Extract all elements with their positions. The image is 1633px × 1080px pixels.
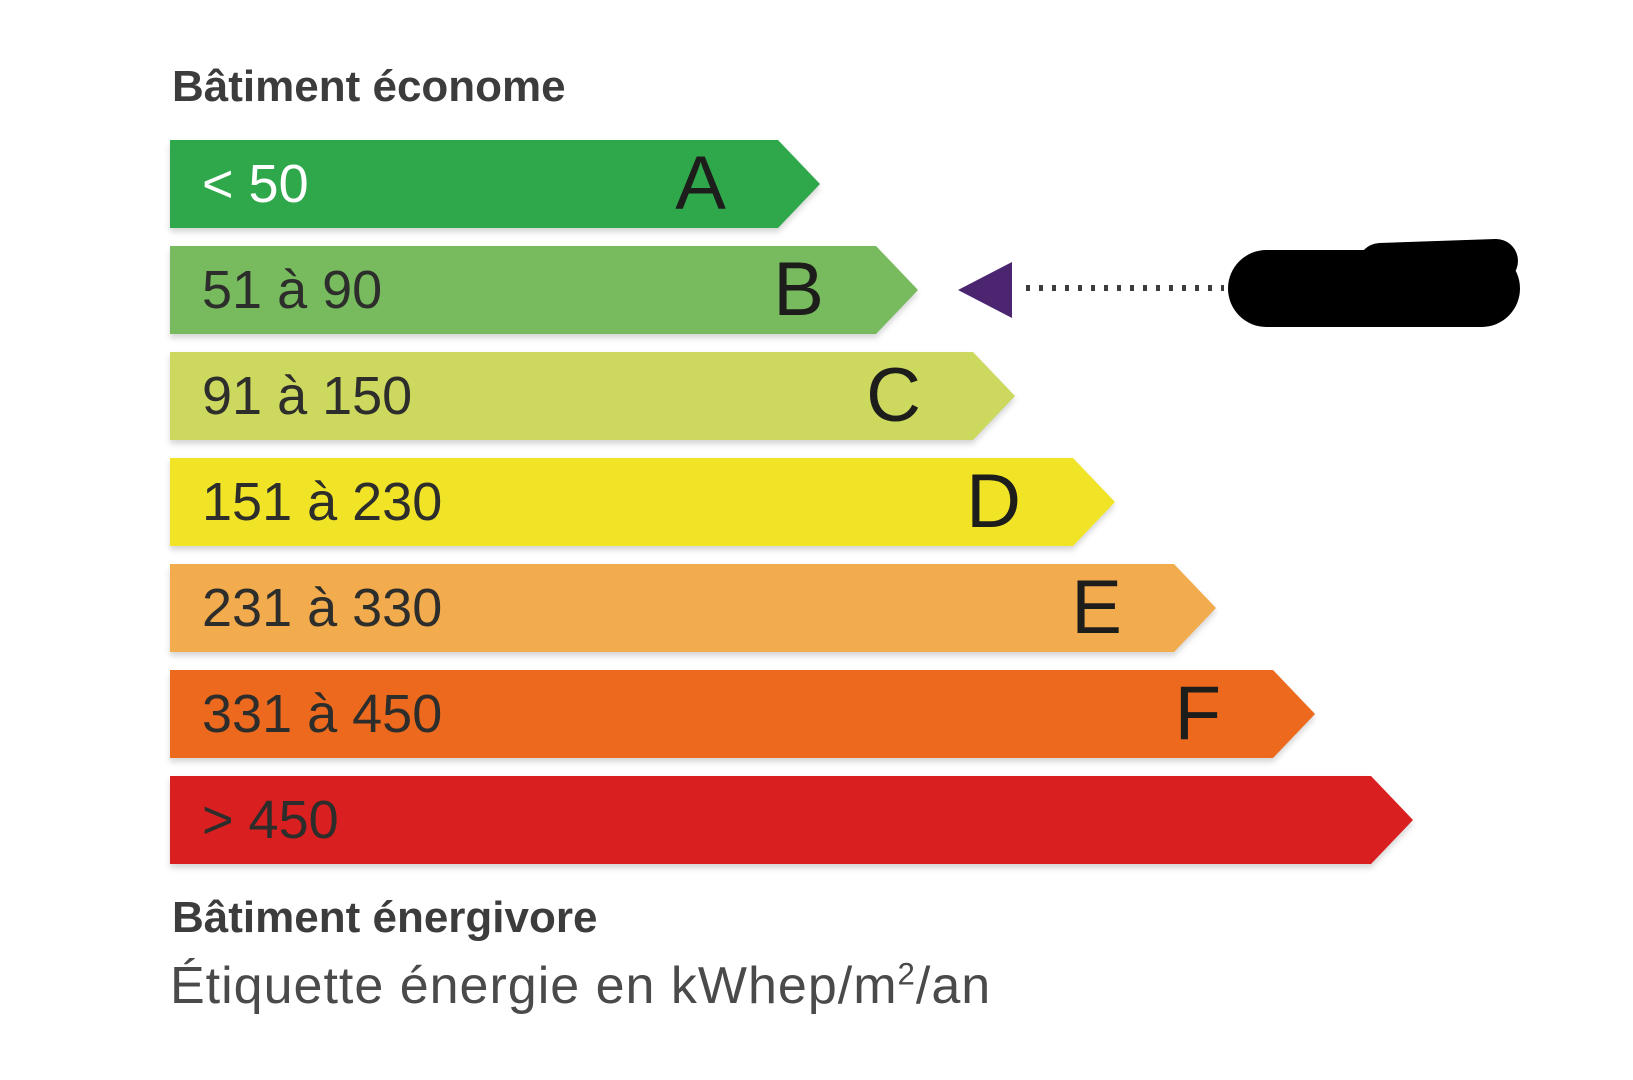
energy-bar-c: 91 à 150 C	[170, 352, 1015, 440]
energy-bar-g: > 450	[170, 776, 1413, 864]
energy-bar-e: 231 à 330 E	[170, 564, 1216, 652]
range-label-a: < 50	[202, 154, 309, 214]
dotted-leader-line	[1026, 285, 1224, 291]
range-label-e: 231 à 330	[202, 578, 443, 638]
energy-bar-row-a: < 50 A	[170, 140, 1413, 228]
energy-bar-row-g: > 450	[170, 776, 1413, 864]
grade-letter-d: D	[966, 459, 1021, 544]
energy-bar-b: 51 à 90 B	[170, 246, 918, 334]
energy-bar-row-f: 331 à 450 F	[170, 670, 1413, 758]
range-label-f: 331 à 450	[202, 684, 443, 744]
grade-letter-f: F	[1174, 671, 1221, 756]
arrow-left-icon	[958, 262, 1012, 318]
economical-building-label: Bâtiment économe	[172, 62, 566, 111]
range-label-b: 51 à 90	[202, 260, 383, 320]
energy-bars-container: < 50 A 51 à 90 B 91 à 150 C 151 à 230 D 231 à 33…	[170, 140, 1413, 882]
energy-bar-row-b: 51 à 90 B	[170, 246, 1413, 334]
grade-letter-a: A	[675, 141, 726, 226]
redacted-value-blob	[1228, 250, 1520, 327]
energy-bar-row-d: 151 à 230 D	[170, 458, 1413, 546]
energy-bar-row-c: 91 à 150 C	[170, 352, 1413, 440]
caption-text: Étiquette énergie en kWhep/m	[170, 957, 898, 1015]
range-label-g: > 450	[202, 790, 339, 850]
energy-bar-row-e: 231 à 330 E	[170, 564, 1413, 652]
range-label-d: 151 à 230	[202, 472, 443, 532]
grade-letter-b: B	[773, 247, 824, 332]
caption-suffix: /an	[915, 957, 992, 1015]
grade-letter-e: E	[1071, 565, 1122, 650]
caption-superscript: 2	[897, 956, 916, 992]
grade-letter-c: C	[866, 353, 921, 438]
energy-label-caption: Étiquette énergie en kWhep/m2/an	[170, 956, 991, 1016]
range-label-c: 91 à 150	[202, 366, 413, 426]
energy-bar-f: 331 à 450 F	[170, 670, 1315, 758]
energy-hungry-building-label: Bâtiment énergivore	[172, 893, 598, 942]
energy-bar-a: < 50 A	[170, 140, 820, 228]
energy-bar-d: 151 à 230 D	[170, 458, 1115, 546]
